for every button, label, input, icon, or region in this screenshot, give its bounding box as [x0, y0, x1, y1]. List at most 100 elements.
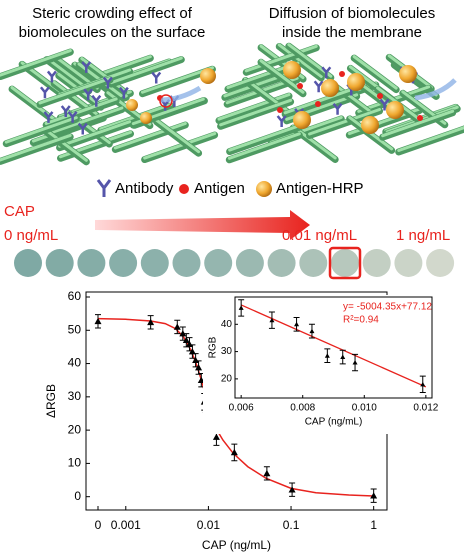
fiber-hl [58, 120, 132, 148]
antibody [151, 71, 162, 84]
inset-y-tick-label: 20 [221, 374, 233, 385]
well [204, 249, 233, 277]
fiber-hl [352, 55, 398, 90]
data-point [230, 448, 238, 456]
antigen-hrp [283, 61, 301, 79]
antigen [277, 107, 283, 113]
inset-x-tick-label: 0.012 [413, 403, 438, 414]
inset-r2: R²=0.94 [343, 315, 379, 326]
antibody [67, 111, 78, 123]
data-point [420, 381, 426, 387]
data-point [340, 354, 346, 360]
data-point [179, 330, 187, 337]
y-tick-label: 20 [68, 422, 82, 436]
data-point [269, 317, 275, 323]
fiber-hl [113, 122, 187, 150]
well [362, 249, 391, 277]
inset-y-tick-label: 40 [221, 319, 233, 330]
legend-label: Antibody [115, 180, 174, 197]
x-tick-label: 0.001 [111, 518, 141, 532]
fiber-hl [109, 56, 183, 85]
antibody [81, 61, 92, 73]
y-tick-label: 0 [74, 489, 81, 503]
antigen-icon [179, 184, 189, 194]
antigen [377, 93, 383, 99]
data-point [212, 433, 220, 440]
antibody [60, 105, 71, 118]
antigen-hrp [347, 73, 365, 91]
well [394, 249, 423, 277]
fiber-hl [0, 133, 72, 162]
well [45, 249, 74, 277]
wells [14, 246, 455, 280]
fiber-hl [381, 109, 455, 138]
data-point [263, 469, 271, 477]
fiber-hl [397, 126, 464, 152]
fiber-hl [227, 132, 301, 160]
antibody [313, 80, 324, 93]
y-axis-label: ΔRGB [44, 384, 58, 418]
gradient-label: 0 ng/mL [4, 227, 58, 244]
x-tick-label: 0.01 [197, 518, 221, 532]
fiber-hl [38, 76, 112, 105]
antibody [332, 102, 343, 115]
antibody [118, 86, 129, 99]
inset-equation: y= -5004.35x+77.12 [343, 302, 432, 313]
inset-bg [203, 295, 436, 434]
well [109, 249, 138, 277]
antigen-hrp [293, 111, 311, 129]
well [299, 249, 328, 277]
antibody [321, 66, 332, 79]
fiber-hl [217, 93, 291, 121]
x-tick-label: 0 [95, 518, 102, 532]
antigen-hrp [399, 65, 417, 83]
inset-x-label: CAP (ng/mL) [305, 417, 363, 428]
inset-x-tick-label: 0.008 [290, 403, 315, 414]
y-tick-label: 40 [68, 356, 82, 370]
data-point [182, 336, 190, 344]
antibody [77, 122, 88, 135]
antigen-hrp [321, 79, 339, 97]
y-tick-label: 60 [68, 289, 82, 303]
data-point [238, 305, 244, 310]
legend-label: Antigen-HRP [276, 180, 364, 197]
data-point [94, 317, 102, 325]
fiber-hl [219, 98, 293, 127]
gradient-label: 0.01 ng/mL [282, 227, 357, 244]
panel-title: biomolecules on the surface [19, 24, 206, 41]
data-point [324, 353, 330, 358]
highlight-box [328, 246, 362, 280]
x-tick-label: 1 [370, 518, 377, 532]
fiber-hl [4, 116, 78, 144]
fiber-hl [50, 106, 124, 134]
antibody [43, 111, 54, 123]
fiber-hl [140, 66, 214, 94]
data-point [288, 486, 296, 493]
data-point [352, 360, 358, 365]
inset-frame [234, 296, 433, 399]
well [14, 249, 42, 277]
antigen [297, 83, 303, 89]
antigen-hrp [386, 101, 404, 119]
arrow [159, 85, 202, 103]
fiber-hl [277, 43, 323, 78]
arrow [414, 78, 457, 101]
panel-title: Steric crowding effect of [32, 5, 193, 22]
antigen [417, 115, 423, 121]
antibody [46, 70, 57, 83]
y-tick-label: 30 [68, 389, 82, 403]
hrp-icon [256, 181, 272, 197]
antibody [91, 94, 102, 107]
fiber-hl [283, 86, 357, 115]
ball [200, 68, 216, 84]
fiber-hl [42, 127, 88, 162]
well [77, 249, 106, 277]
antigen [315, 101, 321, 107]
fiber-hl [291, 124, 337, 160]
data-point [294, 321, 300, 327]
well [235, 249, 264, 277]
fiber-hl [45, 56, 91, 92]
fiber-hl [228, 124, 302, 152]
inset-x-tick-label: 0.006 [229, 403, 254, 414]
